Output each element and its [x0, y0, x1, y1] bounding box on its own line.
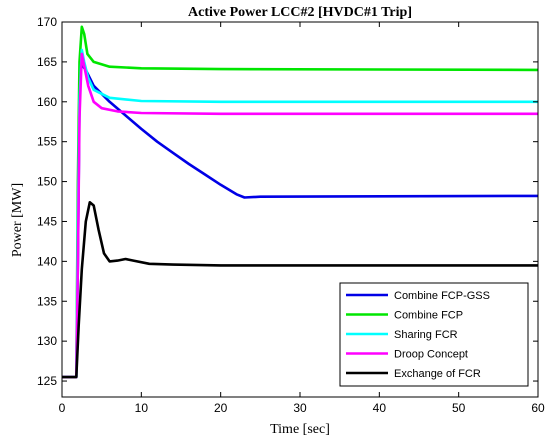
legend-label-3: Droop Concept [394, 349, 468, 361]
y-axis-label: Power [MW] [10, 183, 25, 257]
legend-label-0: Combine FCP-GSS [394, 290, 490, 302]
series-layer [62, 25, 538, 379]
y-tick-label: 150 [37, 175, 57, 189]
y-tick-label: 160 [37, 95, 57, 109]
series-line-3 [62, 52, 538, 379]
x-tick-label: 40 [373, 401, 387, 415]
y-tick-label: 135 [37, 294, 57, 308]
x-tick-label: 0 [59, 401, 66, 415]
x-tick-label: 30 [293, 401, 307, 415]
series-line-4 [62, 201, 538, 379]
y-tick-label: 145 [37, 214, 57, 228]
y-tick-label: 170 [37, 15, 57, 29]
x-tick-label: 10 [135, 401, 149, 415]
y-tick-label: 165 [37, 55, 57, 69]
x-tick-label: 50 [452, 401, 466, 415]
y-axis: 125 130 135 140 145 150 155 160 165 170 [37, 15, 538, 388]
y-tick-label: 125 [37, 374, 57, 388]
x-tick-label: 20 [214, 401, 228, 415]
y-tick-label: 140 [37, 254, 57, 268]
chart-title: Active Power LCC#2 [HVDC#1 Trip] [188, 5, 412, 20]
legend-label-2: Sharing FCR [394, 329, 458, 341]
x-axis: 0 10 20 30 40 50 60 [59, 22, 545, 415]
y-tick-label: 155 [37, 135, 57, 149]
y-tick-label: 130 [37, 334, 57, 348]
legend-label-1: Combine FCP [394, 310, 463, 322]
x-tick-label: 60 [531, 401, 545, 415]
x-axis-label: Time [sec] [270, 422, 330, 437]
legend: Combine FCP-GSS Combine FCP Sharing FCR Dro… [339, 282, 529, 387]
legend-label-4: Exchange of FCR [394, 368, 481, 380]
